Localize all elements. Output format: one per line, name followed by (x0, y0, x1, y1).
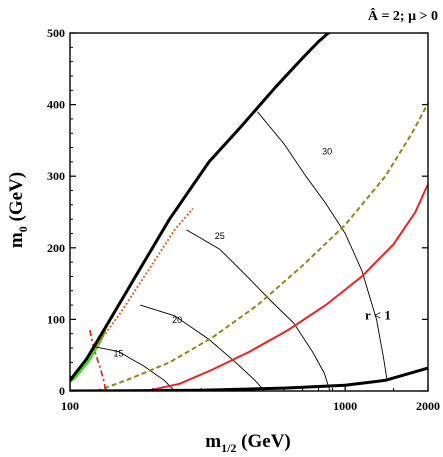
boundary-line-2 (70, 366, 428, 391)
y-tick-label-300: 300 (47, 169, 65, 183)
contour-line-15 (93, 346, 175, 391)
x-tick-label-100: 100 (61, 399, 79, 413)
contour-label-15: 15 (113, 349, 123, 359)
contour-line-20 (140, 304, 266, 391)
y-tick-label-100: 100 (47, 312, 65, 326)
x-tick-label-2000: 2000 (416, 399, 440, 413)
y-tick-label-400: 400 (47, 98, 65, 112)
x-axis-label-unit: (GeV) (236, 431, 290, 452)
series-line-olive-dashed (96, 102, 428, 391)
x-tick-label-1000: 1000 (333, 399, 357, 413)
contour-line-30 (257, 111, 388, 381)
plot-area: 15 20 25 30 (70, 33, 428, 391)
y-axis-label-sub: 0 (16, 226, 30, 232)
boundary-line-1 (70, 33, 331, 382)
y-tick-label-200: 200 (47, 241, 65, 255)
x-axis-label-main: m (205, 431, 221, 452)
contour-label-30: 30 (322, 147, 332, 157)
y-tick-label-500: 500 (47, 26, 65, 40)
y-axis-label-unit: (GeV) (6, 172, 27, 226)
y-tick-label-0: 0 (59, 384, 65, 398)
plot-frame (69, 32, 429, 392)
x-axis-label: m1/2 (GeV) (205, 431, 291, 455)
y-axis-label: m0 (GeV) (6, 172, 30, 248)
x-axis-label-sub: 1/2 (221, 441, 236, 455)
contour-label-20: 20 (172, 315, 182, 325)
series-line-orange-dotted (70, 207, 194, 383)
chart-title: Â = 2; μ > 0 (368, 7, 438, 24)
contour-line-25 (186, 229, 331, 391)
y-axis-label-main: m (6, 232, 27, 248)
annotation-r-less-than-1: r < 1 (365, 307, 391, 322)
contour-label-25: 25 (215, 231, 225, 241)
series-line-red-solid (146, 184, 428, 391)
series-line-red-dashdot (89, 329, 107, 391)
